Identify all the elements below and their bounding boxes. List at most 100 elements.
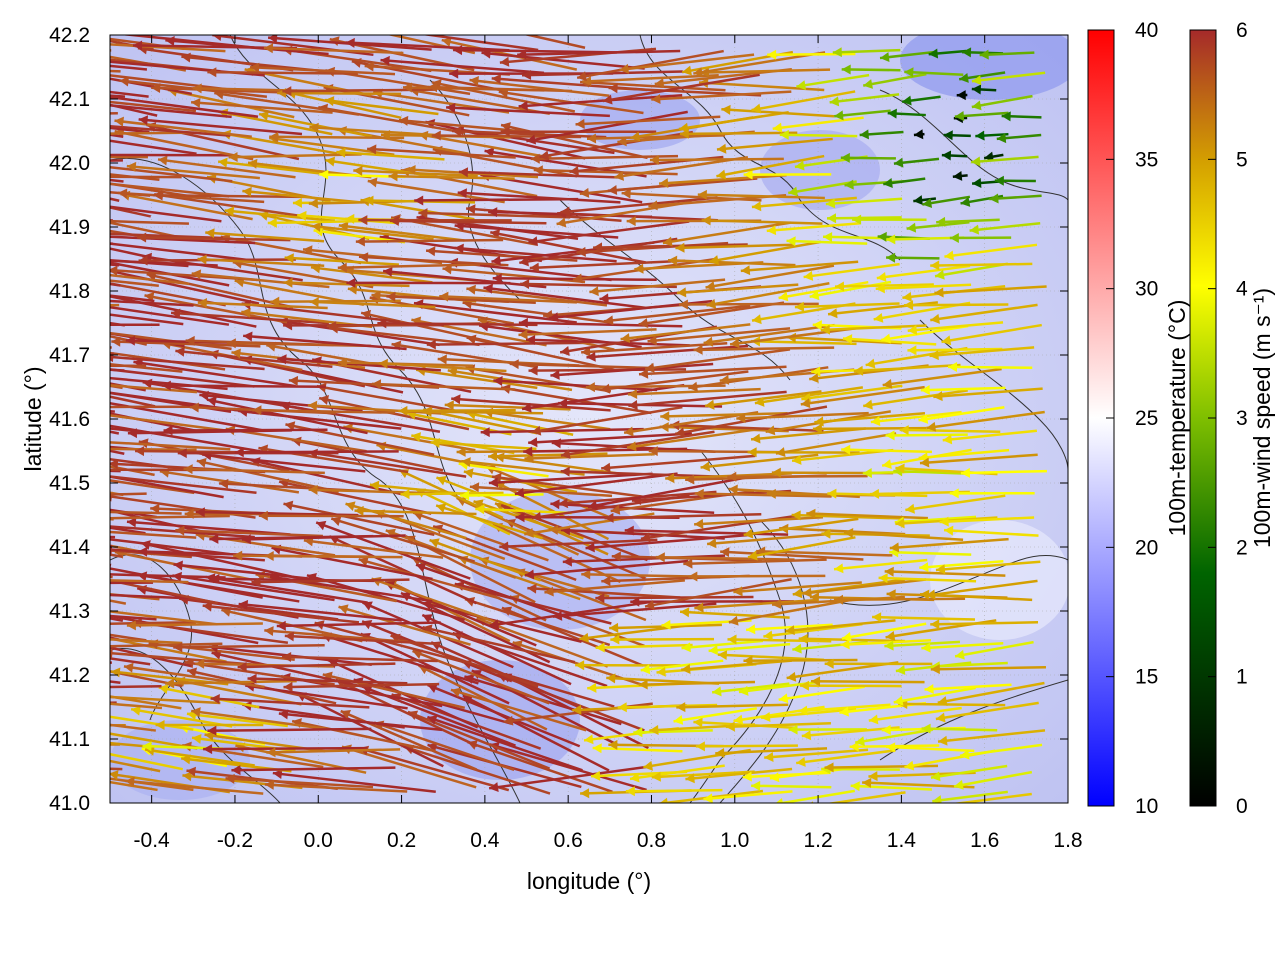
wind-vector-shaft [447, 369, 573, 392]
wind-vector-shaft [494, 480, 610, 541]
wind-vector-head [842, 334, 853, 345]
wind-vector-head [196, 457, 207, 468]
wind-vector-shaft [688, 574, 826, 578]
wind-vector-head [676, 702, 686, 713]
wind-vector-head [278, 709, 289, 720]
wind-vector-shaft [451, 129, 607, 139]
wind-vector-shaft [110, 741, 149, 748]
wind-vector-shaft [110, 475, 224, 499]
wind-vector-shaft [452, 631, 608, 688]
wind-vector-head [941, 150, 952, 161]
wind-vector-head [25, 250, 34, 260]
wind-vector-shaft [868, 706, 962, 722]
wind-vector-head [587, 500, 598, 511]
wind-vector-shaft [110, 131, 194, 135]
wind-colorbar-ticks: 0 1 2 3 4 5 6 [1208, 19, 1248, 818]
wind-vector-shaft [197, 257, 325, 267]
wind-vector-head [620, 333, 631, 344]
colorbar-tick-label: 35 [1135, 148, 1158, 171]
wind-vector-shaft [110, 125, 231, 137]
wind-vector-head [733, 714, 744, 725]
wind-vector-shaft [778, 685, 865, 701]
wind-vector-head [388, 171, 398, 182]
wind-vector-head [902, 291, 912, 302]
wind-vector-shaft [889, 550, 972, 556]
wind-vector-head [899, 425, 909, 436]
wind-vector-head [135, 446, 145, 457]
wind-vector-shaft [593, 243, 748, 249]
wind-vector-shaft [937, 729, 1046, 743]
wind-vector-head [492, 273, 502, 284]
wind-vector-shaft [338, 224, 465, 242]
wind-vector-head [575, 118, 585, 129]
wind-vector-head [868, 771, 878, 782]
wind-vector-head [0, 370, 9, 380]
wind-vector-head [325, 156, 336, 167]
wind-vector-head [264, 779, 275, 790]
wind-vector-head [742, 771, 752, 782]
y-tick-label: 41.8 [49, 280, 90, 303]
wind-vector-shaft [322, 673, 466, 709]
wind-vector-head [345, 37, 355, 48]
wind-vector-shaft [528, 368, 687, 372]
wind-vector-head [791, 510, 801, 521]
wind-vector-shaft [803, 262, 900, 279]
wind-vector-head [786, 671, 797, 682]
wind-vector-shaft [427, 683, 581, 748]
wind-vector-head [913, 129, 924, 140]
x-tick-label: 0.8 [637, 829, 666, 852]
wind-vector-shaft [355, 238, 504, 243]
wind-vector-shaft [458, 462, 549, 478]
wind-vector-head [778, 291, 789, 302]
wind-vector-head [608, 83, 618, 94]
wind-vector-head [930, 260, 940, 271]
wind-vector-head [345, 213, 355, 224]
wind-vector-shaft [801, 726, 900, 738]
wind-vector-head [933, 391, 943, 402]
wind-vector-head [386, 291, 396, 302]
wind-vector-shaft [110, 242, 255, 262]
wind-vector-head [422, 614, 433, 624]
wind-vector-shaft [971, 155, 1039, 164]
wind-vector-head [428, 82, 438, 93]
wind-vector-head [442, 264, 452, 275]
wind-vector-shaft [878, 576, 977, 583]
wind-vector-shaft [475, 507, 572, 515]
wind-vector-head [50, 524, 59, 534]
wind-vector-head [37, 26, 47, 36]
wind-vector-head [0, 614, 7, 624]
wind-vector-shaft [602, 73, 760, 103]
wind-vector-head [575, 660, 585, 671]
wind-vector-shaft [214, 91, 360, 116]
wind-vector-head [844, 179, 854, 190]
wind-vector-shaft [716, 154, 825, 178]
wind-vector-shaft [195, 510, 359, 517]
wind-vector-head [57, 496, 67, 506]
wind-vector-head [788, 186, 798, 197]
wind-vector-head [624, 426, 634, 437]
wind-vector-shaft [454, 246, 617, 263]
wind-vector-head [358, 215, 368, 226]
wind-vector-shaft [638, 301, 785, 326]
wind-vector-head [942, 434, 953, 445]
wind-vector-shaft [388, 174, 515, 180]
wind-vector-shaft [806, 512, 928, 520]
wind-vector-shaft [721, 108, 835, 118]
wind-vector-shaft [146, 272, 294, 309]
wind-vector-head [882, 378, 893, 389]
wind-vector-shaft [110, 427, 154, 435]
wind-vector-head [259, 110, 269, 121]
wind-vector-head [517, 49, 527, 60]
wind-vector-head [556, 217, 567, 228]
wind-vector-head [889, 542, 900, 553]
wind-vector-head [765, 425, 776, 436]
wind-vector-head [733, 586, 743, 597]
wind-vector-head [581, 346, 591, 357]
wind-vector-shaft [114, 119, 252, 138]
wind-vector-head [893, 695, 904, 706]
wind-vector-head [895, 665, 906, 675]
wind-vector-shaft [514, 472, 678, 496]
wind-vector-head [307, 400, 318, 411]
wind-vector-head [665, 473, 675, 484]
wind-vector-head [705, 399, 715, 410]
